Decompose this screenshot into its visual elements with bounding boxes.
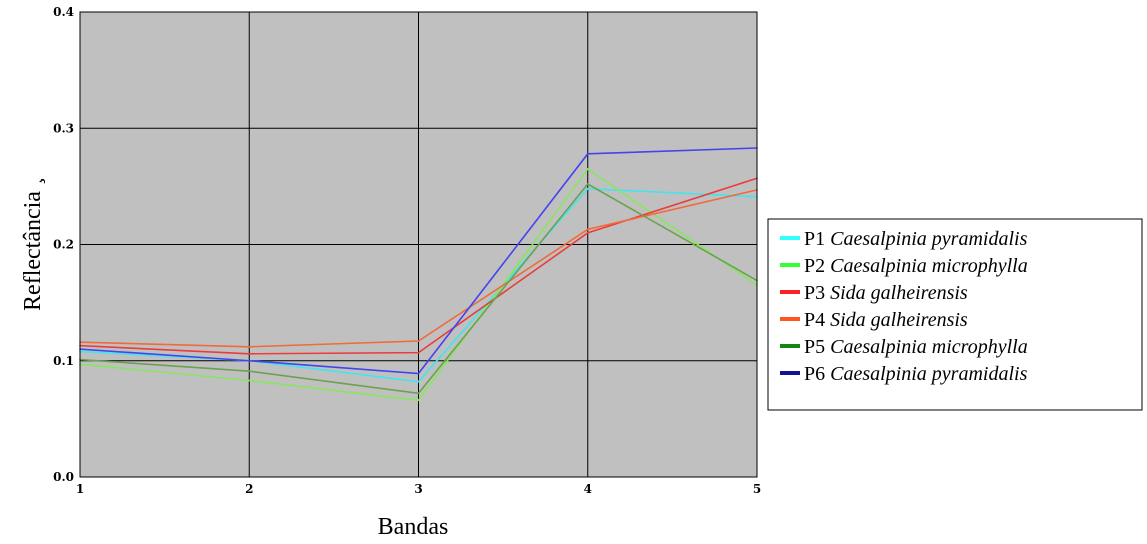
legend-id: P3 (804, 282, 830, 304)
x-tick-label: 2 (245, 482, 253, 496)
data-point-p4 (248, 346, 251, 348)
y-tick-label: 0.2 (53, 238, 74, 252)
data-point-p2 (586, 168, 589, 170)
legend-box (767, 218, 1143, 411)
y-tick-label: 0.1 (53, 354, 74, 368)
data-point-p6 (586, 153, 589, 155)
data-point-p5 (417, 392, 420, 395)
legend-item-p4: P4 Sida galheirensis (780, 309, 968, 331)
data-point-p6 (417, 372, 420, 375)
legend-id: P6 (804, 363, 830, 385)
legend-label: P4 Sida galheirensis (804, 309, 968, 331)
legend-item-p6: P6 Caesalpinia pyramidalis (780, 363, 1028, 385)
legend-item-p5: P5 Caesalpinia microphylla (780, 336, 1028, 358)
y-tick-label: 0.4 (53, 5, 74, 19)
y-tick-label: 0.0 (53, 470, 74, 484)
legend-label: P3 Sida galheirensis (804, 282, 968, 304)
data-point-p4 (586, 228, 589, 231)
x-tick-label: 4 (584, 482, 592, 496)
x-tick-label: 5 (753, 482, 761, 496)
legend-species: Caesalpinia pyramidalis (830, 228, 1027, 250)
x-axis-ticks: 1 2 3 4 5 (76, 482, 761, 496)
y-tick-label: 0.3 (53, 121, 74, 135)
x-tick-label: 3 (414, 482, 422, 496)
data-point-p5 (586, 183, 589, 185)
legend-species: Caesalpinia microphylla (830, 336, 1028, 358)
data-point-p3 (586, 232, 589, 234)
plot-border (79, 11, 758, 478)
legend-species: Caesalpinia pyramidalis (830, 363, 1027, 385)
legend-species: Sida galheirensis (830, 309, 968, 331)
legend-label: P1 Caesalpinia pyramidalis (804, 228, 1028, 250)
data-point-p1 (586, 187, 589, 190)
data-point-p3 (248, 352, 251, 355)
data-point-p2 (248, 379, 251, 382)
legend-label: P5 Caesalpinia microphylla (804, 336, 1028, 358)
legend-item-p1: P1 Caesalpinia pyramidalis (780, 228, 1028, 250)
data-point-p3 (417, 351, 420, 354)
data-point-p2 (417, 399, 420, 402)
legend-label: P2 Caesalpinia microphylla (804, 255, 1028, 277)
legend-species: Caesalpinia microphylla (830, 255, 1028, 277)
legend-label: P6 Caesalpinia pyramidalis (804, 363, 1028, 385)
y-axis-ticks: 0.0 0.1 0.2 0.3 0.4 (53, 5, 74, 484)
x-axis-title: Bandas (378, 514, 449, 540)
legend-item-p3: P3 Sida galheirensis (780, 282, 968, 304)
x-tick-label: 1 (76, 482, 84, 496)
data-point-p6 (248, 359, 251, 362)
legend-id: P2 (804, 255, 830, 277)
y-axis-title: Reflectância ¸ (20, 177, 46, 311)
legend-species: Sida galheirensis (830, 282, 968, 304)
legend-id: P4 (804, 309, 830, 331)
data-point-p1 (417, 380, 420, 383)
legend-item-p2: P2 Caesalpinia microphylla (780, 255, 1028, 277)
data-point-p5 (248, 370, 251, 373)
legend-id: P1 (804, 228, 830, 250)
series-lines (79, 147, 758, 402)
data-point-p4 (417, 340, 420, 342)
legend-id: P5 (804, 336, 830, 358)
